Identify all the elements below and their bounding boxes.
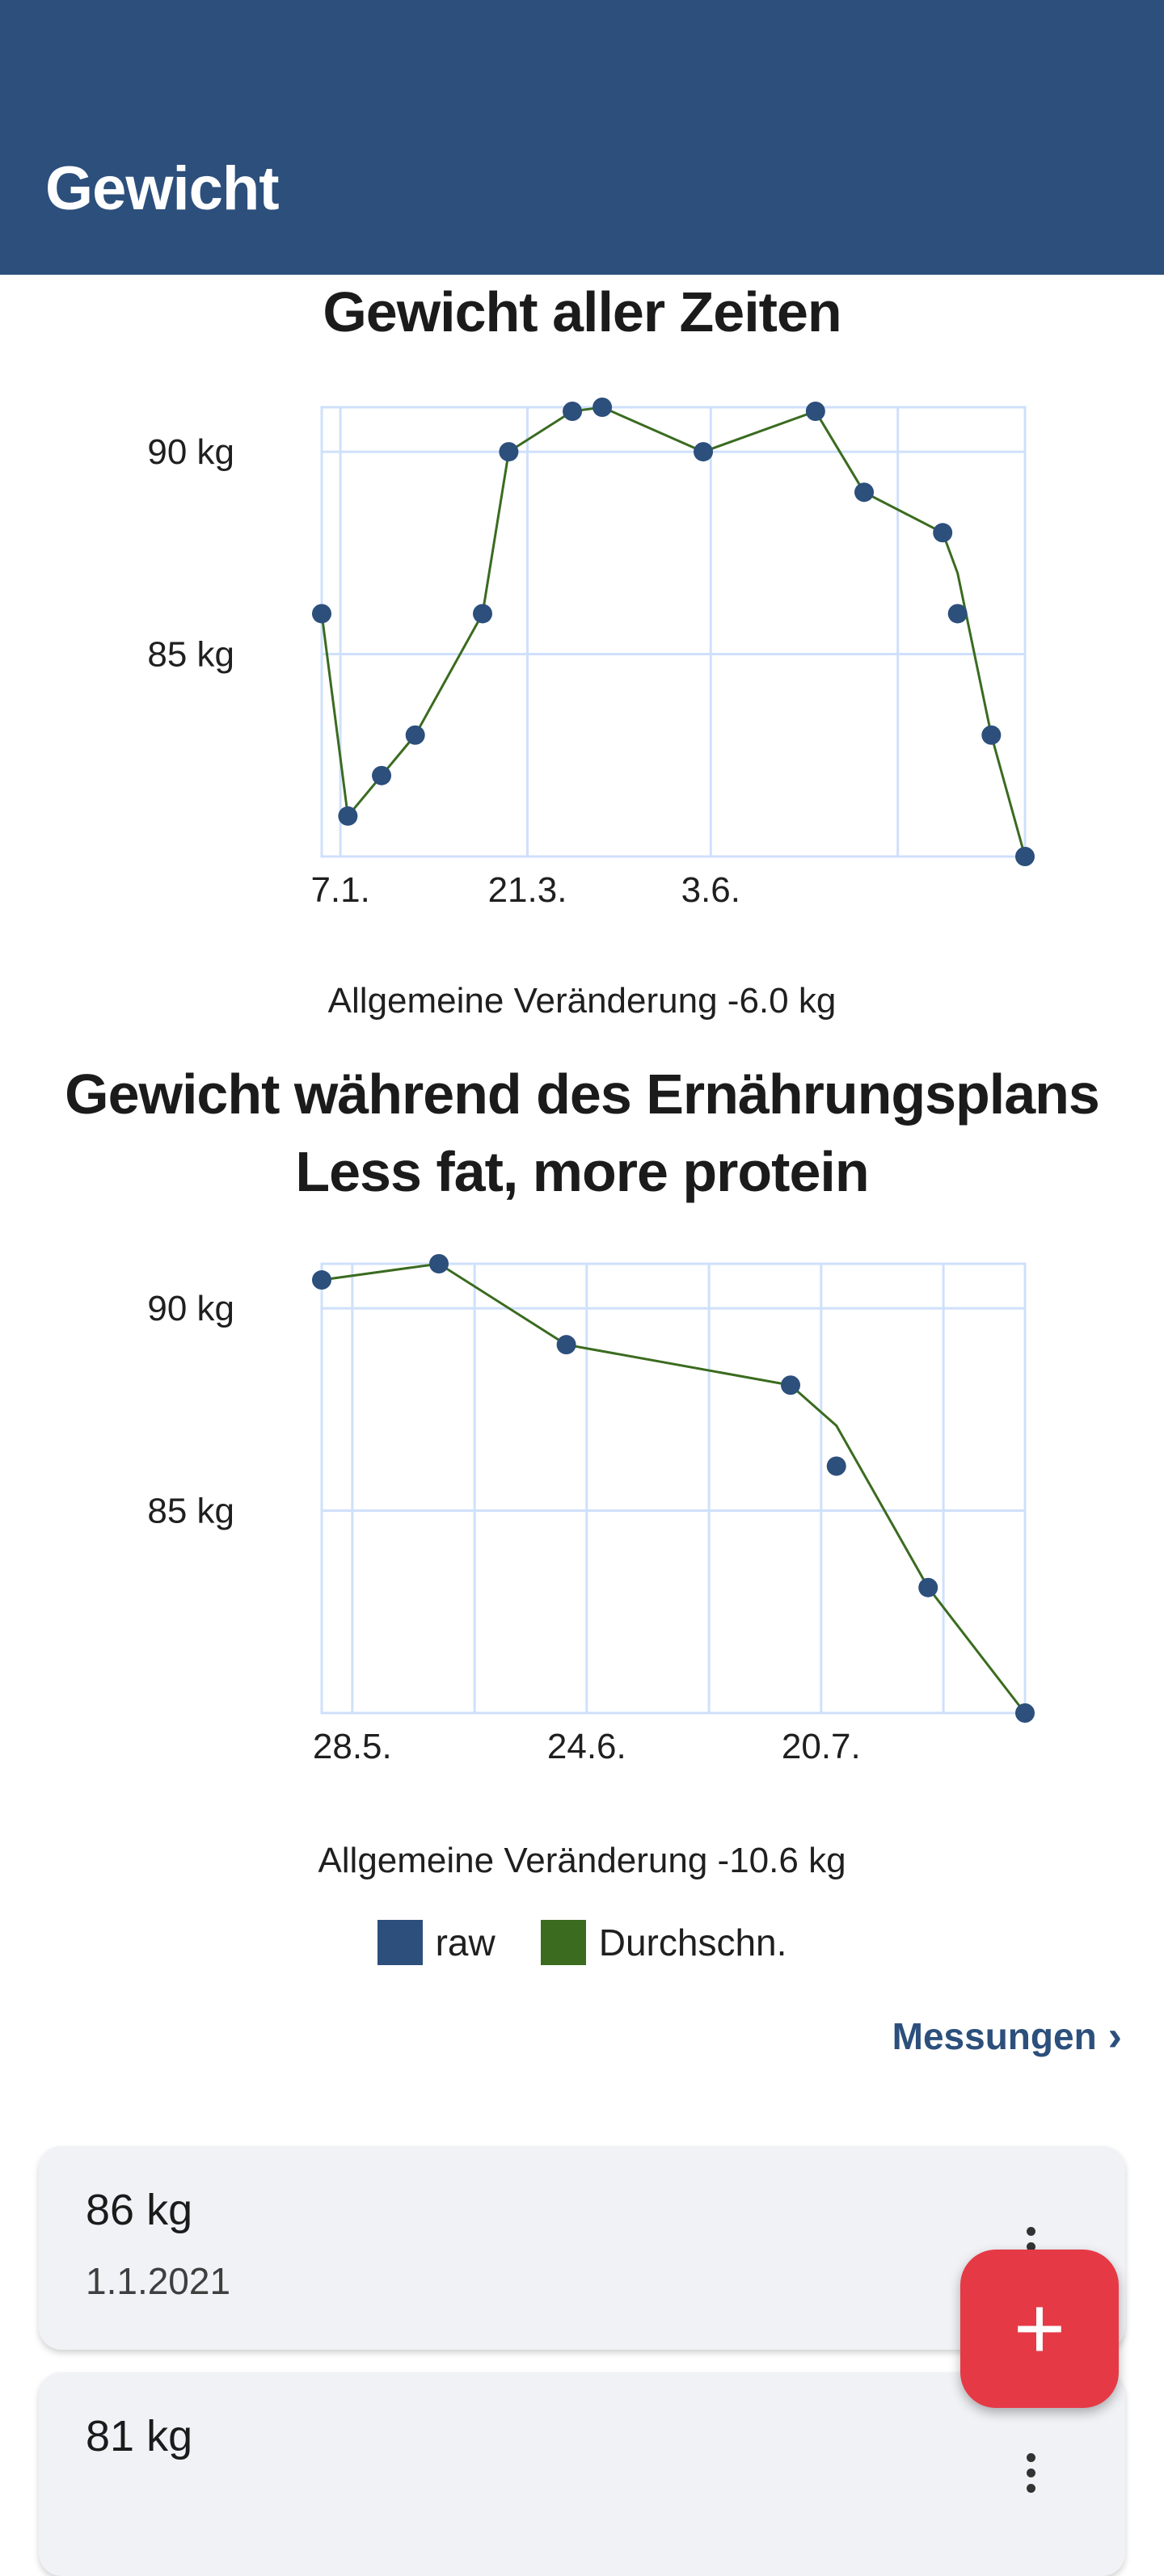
- data-point-raw: [694, 442, 714, 462]
- measurement-value: 81 kg: [86, 2412, 193, 2460]
- page-title: Gewicht: [45, 154, 280, 223]
- weight-all-time-chart: 85 kg 90 kg 7.1. 21.3. 3.6.: [147, 398, 1035, 910]
- measurement-date: 1.1.2021: [86, 2260, 231, 2302]
- legend-item-raw: raw: [377, 1920, 496, 1965]
- measurements-link-label: Messungen: [892, 2015, 1097, 2057]
- add-measurement-button[interactable]: +: [960, 2250, 1119, 2408]
- measurements-link[interactable]: Messungen ›: [892, 2012, 1122, 2060]
- plot-frame: [320, 406, 1027, 858]
- chart-all-heading: Gewicht aller Zeiten: [323, 280, 841, 343]
- chart-plan-heading: Gewicht während des Ernährungsplans Less…: [65, 1063, 1100, 1203]
- measurement-card[interactable]: 86 kg 1.1.2021: [39, 2146, 1125, 2350]
- data-point-raw: [338, 806, 358, 826]
- data-point-raw: [556, 1335, 576, 1355]
- chevron-right-icon: ›: [1107, 2013, 1122, 2060]
- plus-icon: +: [1013, 2279, 1066, 2378]
- data-point-raw: [405, 725, 425, 745]
- x-tick-label: 3.6.: [681, 870, 740, 910]
- y-tick-label: 90 kg: [147, 432, 234, 472]
- series-line-average: [320, 406, 1027, 857]
- data-point-raw: [947, 604, 968, 624]
- legend-label-raw: raw: [435, 1921, 496, 1964]
- measurement-card[interactable]: 81 kg: [39, 2372, 1125, 2576]
- measurement-value: 86 kg: [86, 2186, 193, 2234]
- series-line-average: [321, 1262, 1027, 1714]
- x-tick-label: 21.3.: [488, 870, 567, 910]
- data-point-raw: [933, 523, 953, 543]
- x-tick-label: 24.6.: [547, 1727, 626, 1766]
- x-tick-label: 20.7.: [782, 1727, 861, 1766]
- data-point-raw: [429, 1254, 449, 1273]
- data-point-raw: [854, 482, 875, 503]
- x-tick-label: 7.1.: [310, 870, 369, 910]
- data-point-raw: [826, 1456, 846, 1476]
- data-point-raw: [563, 402, 583, 422]
- legend-swatch-average: [540, 1920, 586, 1965]
- data-point-raw: [1015, 1703, 1035, 1723]
- chart-legend: raw Durchschn.: [0, 1920, 1164, 1965]
- data-point-raw: [372, 765, 392, 785]
- weight-plan-chart: 85 kg 90 kg 28.5. 24.6. 20.7.: [147, 1254, 1035, 1766]
- data-point-raw: [312, 604, 331, 624]
- data-point-raw: [472, 604, 492, 624]
- legend-label-average: Durchschn.: [598, 1921, 787, 1964]
- data-point-raw: [781, 1375, 800, 1395]
- legend-swatch-raw: [377, 1920, 423, 1965]
- chart-plan-summary: Allgemeine Veränderung -10.6 kg: [318, 1841, 846, 1880]
- chart-all-summary: Allgemeine Veränderung -6.0 kg: [327, 981, 837, 1021]
- y-tick-label: 85 kg: [147, 1492, 234, 1531]
- data-point-raw: [805, 402, 825, 422]
- data-point-raw: [1015, 847, 1035, 866]
- app-bar: Gewicht: [0, 0, 1164, 275]
- data-point-raw: [981, 725, 1002, 745]
- y-tick-label: 85 kg: [147, 635, 234, 675]
- legend-item-average: Durchschn.: [540, 1920, 787, 1965]
- data-point-raw: [593, 398, 613, 417]
- x-tick-label: 28.5.: [313, 1727, 392, 1766]
- data-point-raw: [499, 442, 519, 462]
- y-tick-label: 90 kg: [147, 1289, 234, 1328]
- more-vert-icon[interactable]: [1027, 2453, 1036, 2502]
- data-point-raw: [918, 1577, 938, 1597]
- data-point-raw: [312, 1270, 331, 1290]
- plot-frame: [320, 1262, 1027, 1715]
